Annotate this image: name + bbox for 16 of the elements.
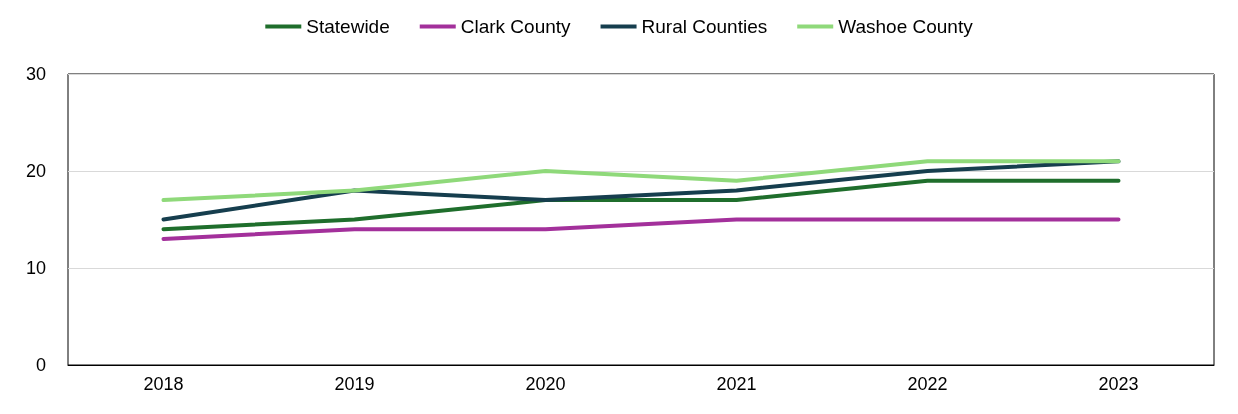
x-tick-label: 2023	[1098, 374, 1139, 394]
x-tick-label: 2021	[716, 374, 757, 394]
x-tick-label: 2018	[143, 374, 184, 394]
x-tick-label: 2022	[907, 374, 948, 394]
y-tick-label: 30	[25, 64, 46, 84]
y-tick-label: 10	[25, 258, 46, 278]
x-tick-label: 2020	[525, 374, 566, 394]
x-tick-label: 2019	[334, 374, 375, 394]
line-series	[161, 178, 1121, 232]
legend-label: Washoe County	[838, 16, 974, 37]
legend-label: Clark County	[460, 16, 572, 37]
y-tick-label: 0	[35, 355, 46, 375]
legend-label: Statewide	[306, 16, 390, 37]
line-series	[161, 159, 1121, 203]
legend-label: Rural Counties	[641, 16, 768, 37]
y-tick-label: 20	[25, 161, 46, 181]
